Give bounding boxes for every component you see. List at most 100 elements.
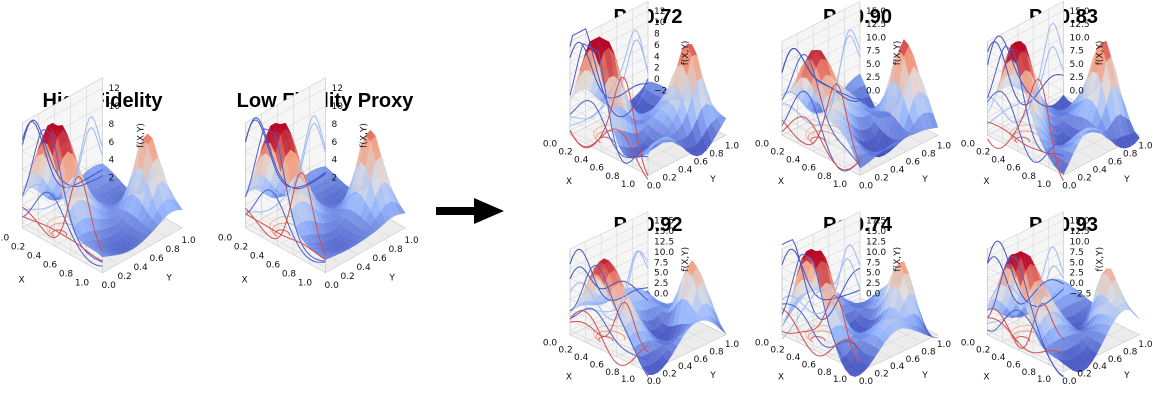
surface-mesh bbox=[987, 251, 1140, 373]
x-axis-label: X bbox=[18, 275, 24, 285]
grid-line bbox=[569, 220, 649, 295]
y-tick-label: 1.0 bbox=[725, 340, 740, 350]
y-tick-label: 0.0 bbox=[324, 281, 339, 291]
surface-plot: 0.00.20.40.60.81.0 0.00.20.40.60.81.00.02… bbox=[755, 0, 951, 192]
panel-pc-074: Pc 0.74 0.00.20.40.60.81.00.00.20.40.60.… bbox=[755, 211, 955, 399]
y-tick-label: 0.2 bbox=[662, 174, 676, 184]
z-tick-label: 17.5 bbox=[866, 217, 886, 227]
profile-line bbox=[781, 238, 861, 320]
y-tick-label: 0.2 bbox=[117, 272, 131, 282]
y-tick-label: 0.6 bbox=[694, 355, 709, 365]
y-tick-label: 0.4 bbox=[678, 362, 693, 372]
wall-projections bbox=[569, 248, 649, 377]
profile-line bbox=[781, 54, 861, 167]
profile-line bbox=[987, 317, 1064, 354]
profile-line bbox=[987, 121, 1064, 163]
z-tick-label: 10 bbox=[654, 18, 666, 28]
y-tick-label: 0.4 bbox=[1093, 362, 1108, 372]
x-tick-label: 0.2 bbox=[558, 148, 572, 158]
y-tick-label: 0.6 bbox=[906, 158, 921, 168]
y-axis-label: Y bbox=[921, 371, 928, 381]
wall-projections bbox=[245, 114, 326, 263]
x-tick-label: 0.4 bbox=[574, 156, 589, 166]
profile-line bbox=[987, 246, 1064, 324]
z-tick-label: 5.0 bbox=[1070, 60, 1085, 70]
z-tick-label: 10 bbox=[332, 102, 344, 112]
x-tick-label: 0.2 bbox=[234, 243, 248, 253]
profile-line bbox=[569, 29, 649, 120]
surface-mesh bbox=[781, 39, 939, 169]
surface-mesh bbox=[245, 122, 406, 260]
y-axis-label: Y bbox=[709, 371, 716, 381]
z-tick-label: 5.0 bbox=[1070, 258, 1085, 268]
profile-line bbox=[987, 35, 1064, 108]
panel-pc-093: Pc 0.93 0.00.20.40.60.81.00.00.20.40.60.… bbox=[961, 211, 1161, 399]
surface-plot: 0.00.20.40.60.81.0 0.00.20.40.60.81.0−2.5… bbox=[961, 211, 1153, 387]
surface-facet bbox=[1058, 161, 1069, 175]
z-tick-label: 7.5 bbox=[1070, 47, 1084, 57]
y-axis-label: Y bbox=[1123, 371, 1130, 381]
contour-line bbox=[598, 136, 614, 144]
y-tick-label: 0.8 bbox=[921, 150, 936, 160]
grid-line bbox=[987, 134, 1064, 176]
profile-line bbox=[781, 303, 861, 352]
x-tick-label: 0.6 bbox=[43, 261, 58, 271]
profile-line bbox=[569, 28, 649, 118]
z-tick-label: 2.5 bbox=[1070, 269, 1084, 279]
z-tick-label: 5.0 bbox=[866, 269, 881, 279]
y-tick-label: 0.6 bbox=[906, 355, 921, 365]
y-tick-label: 0.0 bbox=[859, 182, 874, 192]
x-tick-label: 1.0 bbox=[621, 180, 636, 190]
panel-low-fidelity-proxy: Low Fidelity Proxy 0.00.20.40.60.81.00.0… bbox=[218, 77, 430, 305]
z-tick-label: 7.5 bbox=[866, 47, 880, 57]
x-tick-label: 1.0 bbox=[833, 375, 848, 385]
z-axis-label: f(X,Y) bbox=[893, 247, 903, 272]
x-tick-label: 0.0 bbox=[755, 140, 770, 150]
y-tick-label: 0.6 bbox=[149, 254, 164, 264]
z-tick-label: 6 bbox=[654, 41, 660, 51]
x-tick-label: 1.0 bbox=[621, 375, 636, 385]
y-axis-label: Y bbox=[921, 175, 928, 185]
y-axis-label: Y bbox=[388, 273, 395, 283]
profile-line bbox=[245, 128, 326, 262]
x-tick-label: 0.2 bbox=[770, 346, 784, 356]
y-axis-label: Y bbox=[709, 175, 716, 185]
z-tick-label: 0.0 bbox=[654, 290, 669, 300]
profile-line bbox=[22, 121, 103, 189]
y-tick-label: 0.8 bbox=[709, 150, 724, 160]
y-tick-label: 0.2 bbox=[874, 370, 888, 380]
grid-line bbox=[245, 227, 326, 274]
z-tick-label: 10.0 bbox=[1070, 237, 1090, 247]
tick-labels: 0.00.20.40.60.81.0 0.00.20.40.60.81.00.02… bbox=[755, 217, 952, 387]
surface-mesh bbox=[569, 36, 727, 158]
profile-line bbox=[781, 307, 861, 357]
z-tick-label: 10.0 bbox=[866, 33, 886, 43]
z-axis-label: f(X,Y) bbox=[681, 247, 691, 272]
y-tick-label: 0.8 bbox=[921, 347, 936, 357]
grid-line bbox=[859, 134, 939, 176]
y-tick-label: 0.0 bbox=[101, 281, 116, 291]
y-axis-label: Y bbox=[1123, 175, 1130, 185]
z-tick-label: 10 bbox=[109, 102, 121, 112]
grid-line bbox=[102, 227, 183, 274]
z-tick-label: 12.5 bbox=[866, 20, 886, 30]
z-tick-label: 6 bbox=[332, 138, 338, 148]
profile-line bbox=[781, 248, 861, 301]
z-tick-label: 10.0 bbox=[1070, 33, 1090, 43]
grid-line bbox=[22, 227, 103, 274]
y-tick-label: 0.2 bbox=[1077, 370, 1091, 380]
y-tick-label: 0.6 bbox=[372, 254, 387, 264]
z-tick-label: 15.0 bbox=[1070, 7, 1090, 17]
axes-3d: 0.00.20.40.60.81.0 0.00.20.40.60.81.00.02… bbox=[755, 0, 951, 192]
x-tick-label: 0.8 bbox=[1022, 172, 1037, 182]
z-tick-label: 17.5 bbox=[654, 217, 674, 227]
x-tick-label: 0.4 bbox=[991, 353, 1006, 363]
wall-projections bbox=[781, 238, 861, 368]
x-tick-label: 1.0 bbox=[75, 279, 90, 289]
panel-pc-083: Pc 0.83 0.00.20.40.60.81.00.00.20.40.60.… bbox=[961, 0, 1161, 204]
profile-line bbox=[569, 76, 649, 177]
profile-line bbox=[569, 39, 649, 126]
x-tick-label: 1.0 bbox=[1037, 375, 1052, 385]
y-tick-label: 0.2 bbox=[874, 174, 888, 184]
